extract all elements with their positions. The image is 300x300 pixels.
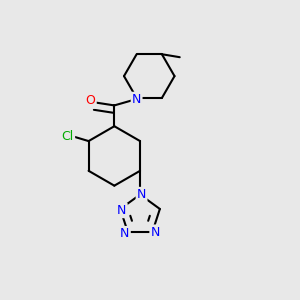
Text: Cl: Cl [62,130,74,143]
Text: N: N [151,226,160,239]
Text: N: N [120,227,130,240]
Text: N: N [137,188,146,201]
Text: N: N [117,204,127,217]
Text: O: O [85,94,95,107]
Text: N: N [132,93,141,106]
